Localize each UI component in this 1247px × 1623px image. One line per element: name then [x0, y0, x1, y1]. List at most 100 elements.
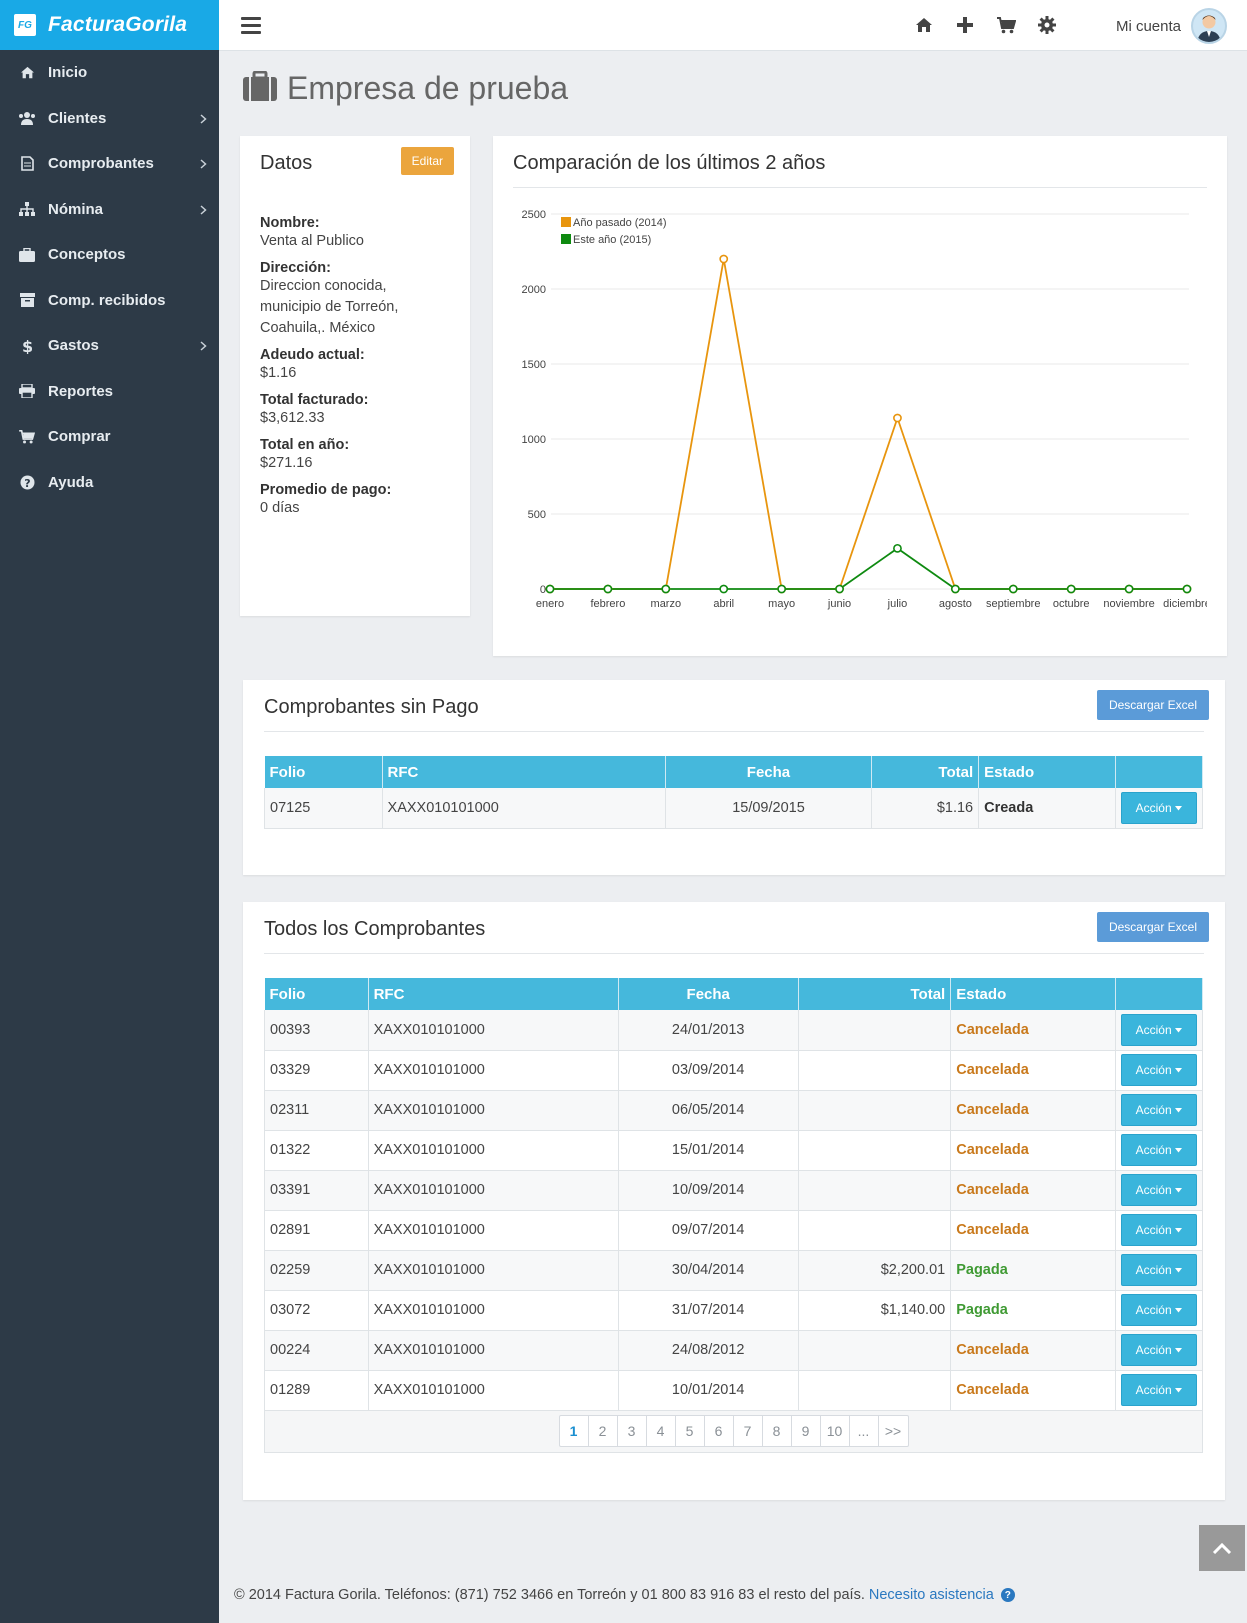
field-value: Direccion conocida, municipio de Torreón…: [260, 278, 399, 336]
page-link[interactable]: ...: [850, 1416, 879, 1446]
scroll-top-button[interactable]: [1199, 1525, 1245, 1571]
chevron-right-icon: [200, 338, 207, 354]
series-line: [550, 258, 1187, 590]
archive-icon: [18, 293, 36, 308]
table-row: 03391 XAXX010101000 10/09/2014 Cancelada Acc…: [264, 1170, 1204, 1211]
cell-fecha: 31/07/2014: [618, 1290, 799, 1331]
accion-dropdown-button[interactable]: Acción: [1120, 1214, 1197, 1246]
avatar: [1191, 8, 1227, 44]
caret-down-icon: [1172, 1263, 1182, 1277]
page-link[interactable]: 8: [763, 1416, 792, 1446]
accion-dropdown-button[interactable]: Acción: [1120, 1094, 1197, 1126]
sidebar-item-comprobantes[interactable]: Comprobantes: [0, 141, 219, 187]
x-tick-label: enero: [536, 598, 564, 610]
sidebar-item-conceptos[interactable]: Conceptos: [0, 232, 219, 278]
download-excel-button[interactable]: Descargar Excel: [1096, 690, 1209, 720]
page-link[interactable]: 2: [589, 1416, 618, 1446]
x-tick-label: octubre: [1053, 598, 1090, 610]
sidebar-item-clientes[interactable]: Clientes: [0, 96, 219, 142]
accion-dropdown-button[interactable]: Acción: [1120, 1334, 1197, 1366]
accion-dropdown-button[interactable]: Acción: [1120, 1134, 1197, 1166]
sidebar-item-comp-recibidos[interactable]: Comp. recibidos: [0, 278, 219, 324]
status-badge: Cancelada: [950, 1050, 1116, 1091]
sidebar-item-inicio[interactable]: Inicio: [0, 50, 219, 96]
download-excel-button[interactable]: Descargar Excel: [1096, 912, 1209, 942]
x-tick-label: diciembre: [1163, 598, 1207, 610]
page-link[interactable]: 5: [676, 1416, 705, 1446]
table-row: 07125 XAXX010101000 15/09/2015 $1.16 Creada A…: [264, 788, 1204, 829]
page-link[interactable]: 1: [560, 1416, 589, 1446]
table-row: 02891 XAXX010101000 09/07/2014 Cancelada Acc…: [264, 1210, 1204, 1251]
brand[interactable]: FG FacturaGorila: [0, 0, 219, 50]
y-tick-label: 1500: [522, 359, 546, 371]
accion-dropdown-button[interactable]: Acción: [1120, 1254, 1197, 1286]
accion-dropdown-button[interactable]: Acción: [1120, 1374, 1197, 1406]
field-label: Promedio de pago:: [260, 482, 392, 498]
edit-button[interactable]: Editar: [400, 147, 454, 175]
page-link[interactable]: 10: [821, 1416, 850, 1446]
help-link[interactable]: Necesito asistencia: [868, 1587, 994, 1603]
data-point: [893, 543, 902, 553]
field-label: Total facturado:: [260, 392, 369, 408]
pagination-row: 1 2 3 4 5 6 7 8 9 10... >>: [264, 1410, 1203, 1453]
datos-panel: Datos Editar Nombre: Venta al Publico Dire…: [240, 136, 470, 616]
cell-folio: 02259: [264, 1250, 369, 1291]
accion-dropdown-button[interactable]: Acción: [1120, 1294, 1197, 1326]
table-row: 00224 XAXX010101000 24/08/2012 Cancelada Acc…: [264, 1330, 1204, 1371]
col-total[interactable]: Total: [798, 978, 952, 1010]
series-line: [550, 547, 1187, 590]
page-link[interactable]: 9: [792, 1416, 821, 1446]
field-label: Dirección:: [260, 260, 331, 276]
sidebar-item-label: Inicio: [48, 64, 88, 82]
page-link[interactable]: 4: [647, 1416, 676, 1446]
help-icon[interactable]: ?: [1000, 1588, 1015, 1603]
col-fecha[interactable]: Fecha: [618, 978, 799, 1010]
caret-down-icon: [1172, 1183, 1182, 1197]
page-link[interactable]: 3: [618, 1416, 647, 1446]
col-fecha[interactable]: Fecha: [665, 756, 872, 788]
plus-icon[interactable]: [955, 14, 975, 36]
table-row: 02259 XAXX010101000 30/04/2014 $2,200.01 Pag…: [264, 1250, 1204, 1291]
accion-dropdown-button[interactable]: Acción: [1120, 1054, 1197, 1086]
menu-toggle-icon[interactable]: [241, 16, 261, 34]
sidebar-item-label: Comprar: [48, 428, 111, 446]
col-folio[interactable]: Folio: [264, 978, 369, 1010]
cell-folio: 03329: [264, 1050, 369, 1091]
page-link[interactable]: >>: [884, 1423, 902, 1439]
field-label: Total en año:: [260, 437, 350, 453]
x-tick-label: febrero: [590, 598, 625, 610]
col-total[interactable]: Total: [871, 756, 980, 788]
sidebar-item-ayuda[interactable]: ? Ayuda: [0, 460, 219, 506]
data-point: [1124, 584, 1134, 594]
sitemap-icon: [18, 202, 36, 217]
accion-dropdown-button[interactable]: Acción: [1120, 1174, 1197, 1206]
cart-icon[interactable]: [996, 14, 1016, 36]
home-icon[interactable]: [914, 14, 934, 36]
col-folio[interactable]: Folio: [264, 756, 383, 788]
col-rfc[interactable]: RFC: [368, 978, 619, 1010]
col-rfc[interactable]: RFC: [382, 756, 667, 788]
col-estado[interactable]: Estado: [978, 756, 1116, 788]
accion-dropdown-button[interactable]: Acción: [1120, 791, 1197, 824]
page-link[interactable]: 6: [705, 1416, 734, 1446]
col-estado[interactable]: Estado: [950, 978, 1116, 1010]
page-link[interactable]: 7: [734, 1416, 763, 1446]
sidebar: FG FacturaGorila Inicio Clientes Comproban…: [0, 0, 219, 1623]
accion-label: Acción: [1135, 1063, 1172, 1077]
all-invoices-table: Folio RFC Fecha Total Estado 00393 XAXX01…: [264, 978, 1204, 1453]
sidebar-item-comprar[interactable]: Comprar: [0, 414, 219, 460]
data-point: [1066, 584, 1076, 594]
x-tick-label: noviembre: [1103, 598, 1154, 610]
sidebar-item-label: Comp. recibidos: [48, 291, 166, 309]
cell-total: [798, 1010, 952, 1051]
chevron-right-icon: [200, 202, 207, 218]
cell-folio: 03072: [264, 1290, 369, 1331]
account-menu[interactable]: Mi cuenta: [1116, 8, 1227, 44]
sidebar-item-reportes[interactable]: Reportes: [0, 369, 219, 415]
sidebar-item-gastos[interactable]: $ Gastos: [0, 323, 219, 369]
cell-accion: Acción: [1115, 1170, 1204, 1211]
accion-dropdown-button[interactable]: Acción: [1120, 1013, 1197, 1046]
sidebar-item-nómina[interactable]: Nómina: [0, 187, 219, 233]
datos-title: Datos: [260, 152, 313, 174]
gear-icon[interactable]: [1037, 14, 1057, 36]
